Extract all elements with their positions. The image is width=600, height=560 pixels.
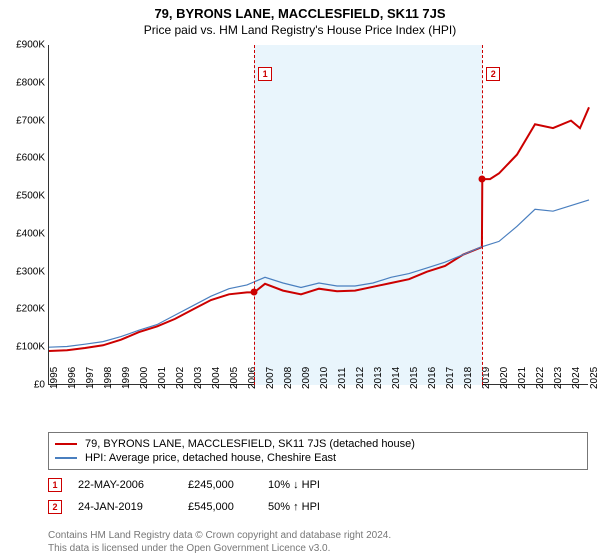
event-vline <box>482 45 483 385</box>
footer: Contains HM Land Registry data © Crown c… <box>48 530 588 555</box>
y-tick: £600K <box>1 153 45 164</box>
annotation-row: 1 22-MAY-2006£245,00010% ↓ HPI <box>48 478 588 492</box>
annotation-date: 24-JAN-2019 <box>78 501 188 513</box>
legend-swatch-icon <box>55 443 77 445</box>
legend-swatch-icon <box>55 457 77 459</box>
legend-item: 79, BYRONS LANE, MACCLESFIELD, SK11 7JS … <box>55 437 581 451</box>
series-svg <box>49 45 589 385</box>
y-tick: £300K <box>1 266 45 277</box>
annotation-price: £245,000 <box>188 479 268 491</box>
y-tick: £200K <box>1 304 45 315</box>
y-tick: £900K <box>1 40 45 51</box>
annotation-price: £545,000 <box>188 501 268 513</box>
y-tick: £800K <box>1 77 45 88</box>
y-tick: £100K <box>1 342 45 353</box>
series-line <box>49 107 589 351</box>
annotation-marker: 2 <box>48 500 62 514</box>
annotation-date: 22-MAY-2006 <box>78 479 188 491</box>
legend: 79, BYRONS LANE, MACCLESFIELD, SK11 7JS … <box>48 432 588 470</box>
chart-container: 79, BYRONS LANE, MACCLESFIELD, SK11 7JS … <box>0 0 600 560</box>
annotation-marker: 1 <box>48 478 62 492</box>
y-tick: £400K <box>1 228 45 239</box>
annotation-row: 2 24-JAN-2019£545,00050% ↑ HPI <box>48 500 588 514</box>
data-point-icon <box>251 289 258 296</box>
plot-area: £0£100K£200K£300K£400K£500K£600K£700K£80… <box>48 45 588 385</box>
legend-item: HPI: Average price, detached house, Ches… <box>55 451 581 465</box>
chart-title: 79, BYRONS LANE, MACCLESFIELD, SK11 7JS <box>0 0 600 21</box>
y-tick: £500K <box>1 191 45 202</box>
legend-label: 79, BYRONS LANE, MACCLESFIELD, SK11 7JS … <box>85 438 415 450</box>
y-tick: £0 <box>1 380 45 391</box>
data-point-icon <box>479 176 486 183</box>
footer-line1: Contains HM Land Registry data © Crown c… <box>48 530 588 543</box>
event-marker: 2 <box>486 67 500 81</box>
series-line <box>49 200 589 347</box>
y-tick: £700K <box>1 115 45 126</box>
event-vline <box>254 45 255 385</box>
legend-label: HPI: Average price, detached house, Ches… <box>85 452 336 464</box>
chart-subtitle: Price paid vs. HM Land Registry's House … <box>0 21 600 37</box>
chart-area: £0£100K£200K£300K£400K£500K£600K£700K£80… <box>48 45 588 385</box>
event-marker: 1 <box>258 67 272 81</box>
annotation-diff: 10% ↓ HPI <box>268 479 358 491</box>
footer-line2: This data is licensed under the Open Gov… <box>48 543 588 556</box>
annotation-diff: 50% ↑ HPI <box>268 501 358 513</box>
